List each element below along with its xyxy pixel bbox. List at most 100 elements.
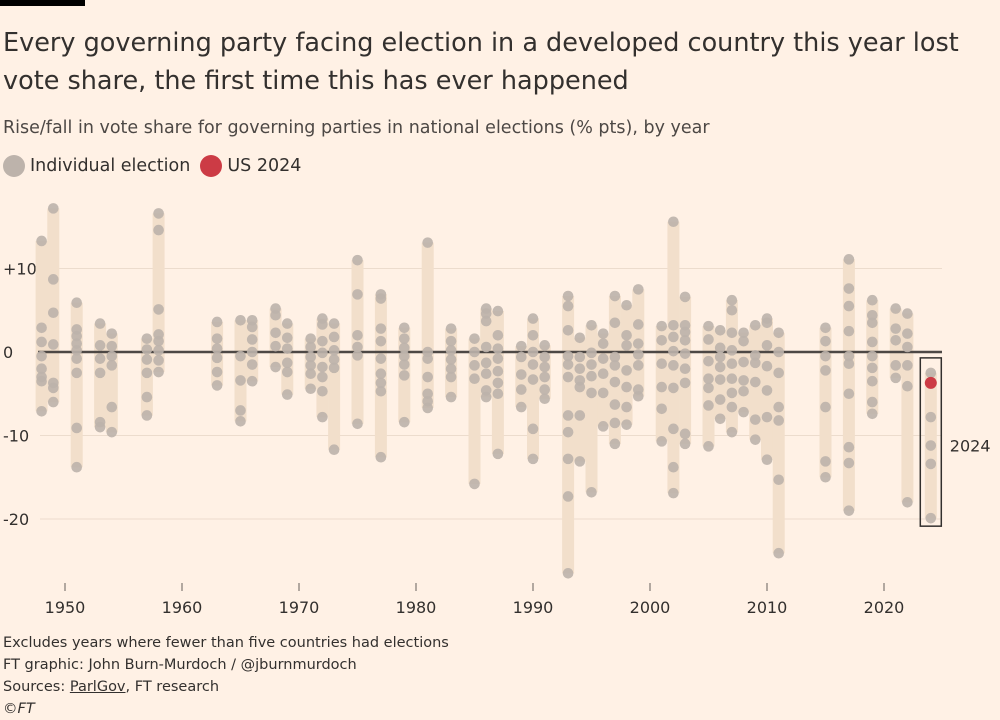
election-dot (527, 313, 539, 324)
election-dot (211, 380, 223, 391)
election-dot (679, 348, 691, 359)
election-dot (492, 388, 504, 400)
election-dot (714, 394, 726, 405)
election-dot (902, 380, 913, 392)
election-dot (867, 350, 878, 362)
x-tick-label: 1970 (279, 598, 320, 617)
election-dot (106, 401, 118, 413)
election-dot (668, 487, 679, 499)
election-dot (282, 318, 293, 329)
election-dot (246, 321, 258, 333)
election-dot (527, 330, 539, 341)
election-dot (726, 387, 738, 399)
election-dot (633, 338, 644, 349)
election-dot (36, 235, 47, 247)
election-dot (574, 410, 586, 421)
election-dot (317, 319, 328, 330)
election-dot (399, 333, 410, 344)
election-dot (633, 360, 644, 371)
election-dot (106, 360, 118, 371)
election-dot (539, 340, 550, 351)
chart-title: Every governing party facing election in… (3, 28, 959, 96)
election-dot (773, 327, 784, 339)
election-dot (246, 334, 258, 345)
election-dot (597, 368, 609, 380)
credit: FT graphic: John Burn-Murdoch / @jburnmu… (3, 657, 357, 673)
election-dot (141, 391, 153, 403)
election-dot (270, 309, 281, 321)
election-dot (668, 461, 679, 473)
election-dot (621, 419, 632, 430)
election-dot (422, 388, 434, 400)
election-dot (36, 405, 47, 417)
election-dot (328, 354, 340, 365)
election-dot (328, 362, 340, 374)
election-dot (668, 382, 679, 394)
election-dot (890, 335, 901, 346)
election-dot (399, 322, 410, 334)
election-dot (153, 208, 164, 219)
chart-subtitle: Rise/fall in vote share for governing pa… (3, 118, 710, 138)
election-dot (445, 391, 457, 403)
election-dot (738, 406, 749, 418)
election-dot (317, 335, 328, 347)
election-dot (106, 426, 118, 438)
election-dot (633, 390, 644, 402)
election-dot (375, 385, 387, 397)
election-dot (317, 411, 328, 423)
us-2024-dot (924, 376, 937, 389)
election-dot (633, 349, 644, 360)
election-dot (305, 341, 317, 353)
x-tick-label: 1990 (513, 598, 554, 617)
election-dot (211, 352, 223, 364)
legend-dot-red (200, 155, 223, 177)
election-dot (621, 340, 632, 351)
election-dot (375, 377, 387, 389)
range-bar-1973 (328, 323, 341, 450)
election-dot (71, 353, 82, 364)
election-dot (609, 317, 621, 329)
election-dot (679, 363, 691, 375)
election-dot (820, 322, 831, 334)
election-dot (925, 440, 937, 451)
election-dot (317, 371, 328, 383)
election-dot (750, 319, 761, 331)
election-dot (106, 328, 118, 339)
election-dot (445, 335, 457, 347)
election-dot (352, 330, 363, 341)
election-dot (773, 547, 784, 559)
election-dot (422, 353, 434, 364)
election-dot (738, 327, 749, 339)
election-dot (422, 402, 434, 414)
election-dot (609, 360, 621, 371)
election-dot (750, 434, 761, 445)
annotation-box (919, 357, 943, 527)
range-bar-2011 (772, 332, 785, 554)
election-dot (867, 408, 878, 420)
y-tick-label: -10 (3, 427, 29, 446)
election-dot (516, 369, 527, 380)
parlgov-link[interactable]: ParlGov (69, 679, 126, 695)
election-dot (761, 360, 773, 372)
election-dot (305, 333, 317, 344)
election-dot (820, 456, 831, 467)
election-dot (422, 371, 434, 383)
election-dot (469, 333, 480, 344)
election-dot (516, 351, 527, 363)
election-dot (480, 357, 492, 369)
election-dot (527, 374, 539, 385)
election-dot (469, 478, 480, 490)
election-dot (480, 341, 492, 353)
election-dot (750, 414, 761, 425)
election-dot (703, 400, 714, 411)
chart-plot: +10 0 -10 -20 1950 1960 1970 1980 1990 2000 2010 20… (3, 203, 991, 617)
election-dot (679, 291, 691, 303)
election-dot (726, 373, 738, 385)
election-dot (48, 307, 59, 319)
election-dot (352, 341, 363, 353)
election-dot (375, 368, 387, 380)
election-dot (562, 491, 574, 502)
election-dot (703, 382, 714, 394)
election-dot (270, 361, 281, 373)
election-dot (726, 426, 738, 438)
